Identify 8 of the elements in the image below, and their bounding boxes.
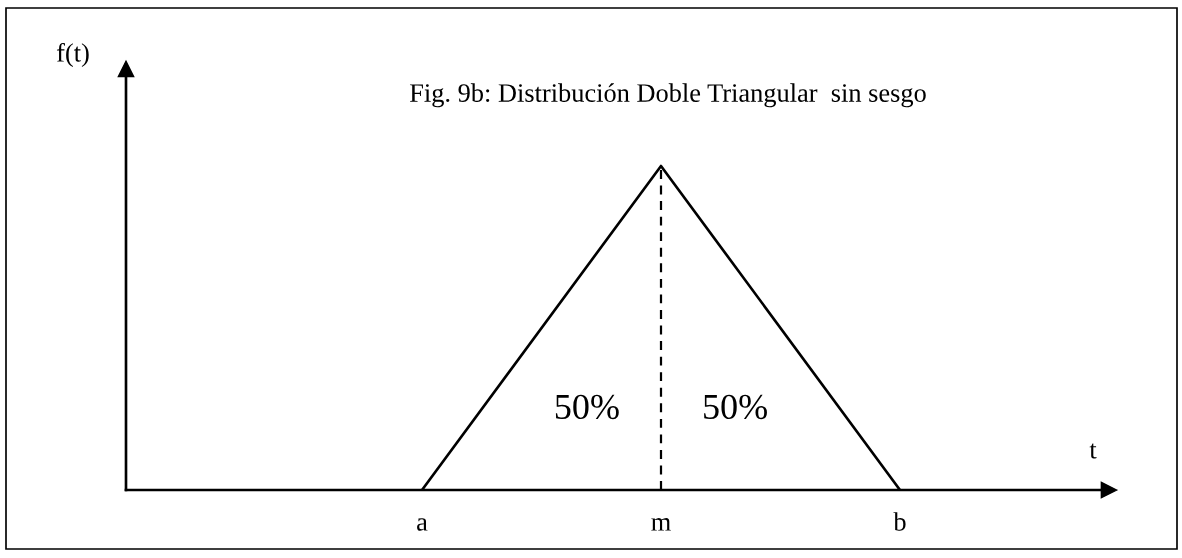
chart-title: Fig. 9b: Distribución Doble Triangular sin sesgo [409, 83, 926, 108]
annotation: 50% [704, 394, 767, 420]
x-tick-label: b [893, 512, 906, 531]
x-tick-label: m [651, 518, 671, 531]
x-tick-label: a [417, 518, 428, 531]
x-axis-title: t [1089, 443, 1097, 459]
annotation: 50% [555, 394, 619, 420]
y-axis-title: f(t) [56, 42, 89, 68]
